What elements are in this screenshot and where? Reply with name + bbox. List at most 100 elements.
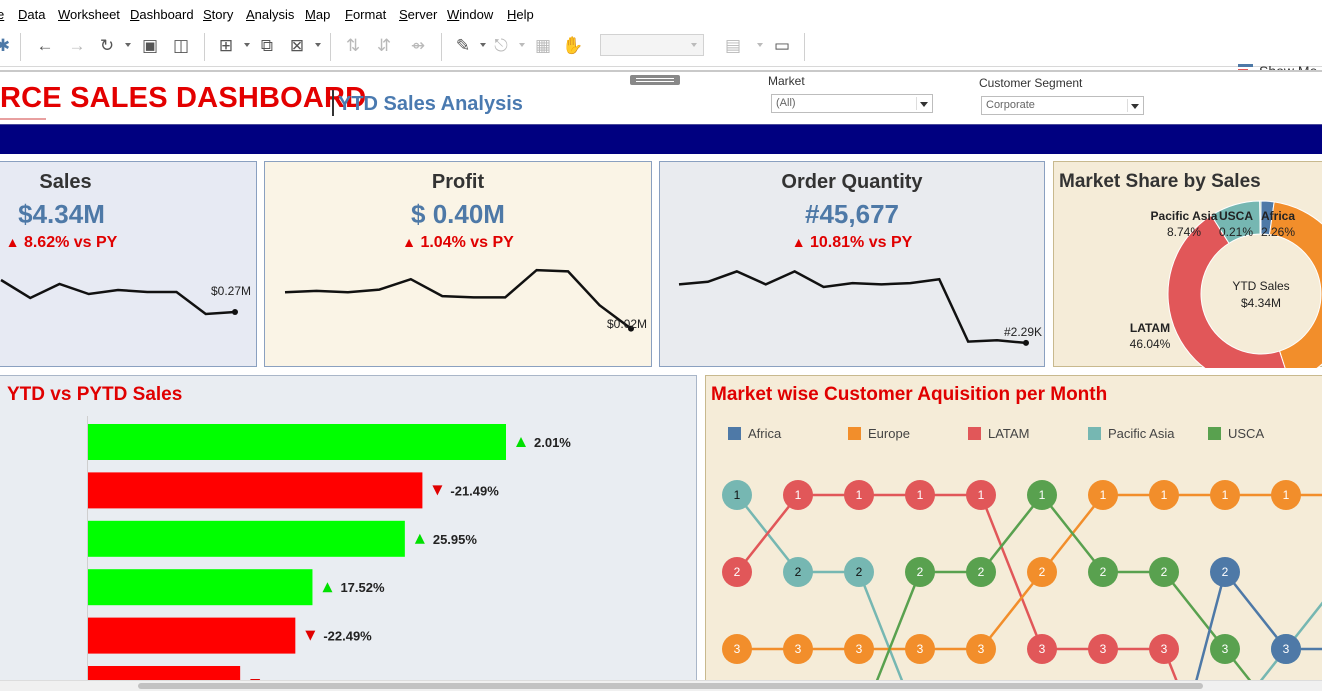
undo-icon[interactable]: ←: [36, 36, 54, 55]
ytd-bar: [88, 472, 423, 509]
segment-filter-value: Corporate: [986, 99, 1035, 111]
drag-grip-handle[interactable]: [630, 75, 680, 85]
bump-point: 3: [1271, 634, 1301, 664]
bump-point: 2: [966, 557, 996, 587]
clear-caret-icon[interactable]: [315, 43, 321, 47]
legend-swatch: [728, 427, 741, 440]
legend-label: Pacific Asia: [1108, 426, 1175, 441]
svg-text:3: 3: [1283, 642, 1290, 656]
legend-item-africa[interactable]: Africa: [728, 426, 781, 441]
up-triangle-icon: [322, 582, 333, 593]
sparkline-line: [0, 278, 236, 316]
segment-filter-dropdown[interactable]: Corporate: [981, 96, 1144, 115]
svg-text:2.26%: 2.26%: [1261, 225, 1295, 239]
presentation-icon[interactable]: ▭: [773, 36, 791, 55]
bump-point: 2: [1027, 557, 1057, 587]
menu-worksheet[interactable]: Worksheet: [58, 7, 120, 22]
bump-point: 1: [844, 480, 874, 510]
svg-text:1: 1: [1283, 488, 1290, 502]
kpi-title: Sales: [39, 171, 92, 193]
highlight-icon[interactable]: ✎: [455, 36, 471, 55]
down-triangle-icon: [432, 485, 443, 496]
market-share-title: Market Share by Sales: [1059, 171, 1261, 192]
chevron-down-icon: [916, 97, 930, 110]
scrollbar-thumb[interactable]: [138, 683, 1203, 689]
menu-help[interactable]: Help: [507, 7, 534, 22]
kpi-value: #45,677: [805, 199, 899, 229]
menu-server[interactable]: Server: [399, 7, 438, 22]
menu-analysis[interactable]: Analysis: [246, 7, 295, 22]
svg-text:3: 3: [856, 642, 863, 656]
donut-label-pacific-asia: Pacific Asia 8.74%: [1151, 209, 1218, 239]
bump-point: 2: [722, 557, 752, 587]
legend-item-pacific-asia[interactable]: Pacific Asia: [1088, 426, 1174, 441]
ytd-bar: [88, 520, 405, 557]
ytd-bar-chart: 2.01%-21.49%25.95%17.52%-22.49%-25.17%: [88, 424, 571, 691]
legend-swatch: [848, 427, 861, 440]
svg-text:USCA: USCA: [1219, 209, 1253, 223]
replay-icon[interactable]: ↻: [99, 36, 115, 55]
svg-text:2: 2: [1161, 565, 1168, 579]
kpi-value: $ 0.40M: [411, 199, 505, 229]
svg-text:46.04%: 46.04%: [1130, 337, 1171, 351]
clear-sheet-icon[interactable]: ⊠: [289, 36, 305, 55]
bump-line-pacific-asia: [736, 494, 1322, 691]
bump-point: 3: [844, 634, 874, 664]
sort-ascending-icon: ⇵: [376, 36, 392, 55]
bump-point: 3: [1027, 634, 1057, 664]
segment-filter-label: Customer Segment: [979, 76, 1083, 90]
svg-text:3: 3: [978, 642, 985, 656]
horizontal-scrollbar[interactable]: [0, 680, 1322, 691]
bump-point: 1: [1210, 480, 1240, 510]
menu-format[interactable]: Format: [345, 7, 387, 22]
ytd-bar-label: -21.49%: [450, 483, 499, 498]
text-label-icon: ▦: [534, 36, 552, 55]
new-data-source-icon[interactable]: ◫: [172, 36, 190, 55]
ytd-vs-pytd-panel: YTD vs PYTD Sales 2.01% -21.49% 25.95% 17.5…: [0, 375, 697, 691]
kpi-delta: ▲ 10.81% vs PY: [791, 234, 913, 251]
svg-text:1: 1: [734, 488, 741, 502]
menu-map[interactable]: Map: [305, 7, 331, 22]
bump-point: 3: [783, 634, 813, 664]
navigation-band: [0, 124, 1322, 154]
menu-window[interactable]: Window: [447, 7, 494, 22]
new-worksheet-icon[interactable]: ⊞: [218, 36, 234, 55]
pin-icon: ✋: [562, 36, 584, 55]
sparkline-last-point: [1023, 339, 1029, 346]
new-worksheet-caret-icon[interactable]: [244, 43, 250, 47]
data-source-icon[interactable]: ✱: [0, 36, 11, 55]
menu-story[interactable]: Story: [203, 7, 234, 22]
svg-text:Africa: Africa: [1261, 209, 1295, 223]
bump-point: 1: [1271, 480, 1301, 510]
sparkline-last-label: $0.02M: [607, 317, 648, 331]
market-share-donut: YTD Sales $4.34M Africa 2.26% LATAM 46.04% Pac…: [1130, 200, 1322, 368]
market-filter-dropdown[interactable]: (All): [771, 94, 933, 113]
legend-item-usca[interactable]: USCA: [1208, 426, 1264, 441]
save-icon[interactable]: ▣: [141, 36, 159, 55]
legend-swatch: [968, 427, 981, 440]
replay-caret-icon[interactable]: [125, 43, 131, 47]
svg-text:8.74%: 8.74%: [1167, 225, 1201, 239]
duplicate-icon[interactable]: ⧉: [260, 36, 274, 55]
kpi-title: Profit: [431, 171, 485, 193]
sparkline-last-label: $0.27M: [211, 284, 252, 298]
ytd-bar-label: 17.52%: [340, 580, 385, 595]
donut-label-latam: LATAM 46.04%: [1130, 321, 1171, 351]
menu-data[interactable]: Data: [18, 7, 46, 22]
dashboard-title: RCE SALES DASHBOARD: [0, 82, 367, 114]
legend-item-latam[interactable]: LATAM: [968, 426, 1029, 441]
menu-file[interactable]: e: [0, 7, 5, 22]
kpi-title: Order Quantity: [781, 171, 923, 193]
donut-center-line2: $4.34M: [1241, 296, 1281, 310]
ytd-bar-label: 2.01%: [534, 435, 571, 450]
market-filter-value: (All): [776, 97, 796, 109]
bump-point: 1: [966, 480, 996, 510]
donut-label-usca: USCA 0.21%: [1219, 209, 1253, 239]
highlight-caret-icon[interactable]: [480, 43, 486, 47]
menu-dashboard[interactable]: Dashboard: [130, 7, 194, 22]
chevron-down-icon: [1127, 99, 1141, 112]
legend-item-europe[interactable]: Europe: [848, 426, 910, 441]
down-triangle-icon: [305, 630, 316, 641]
svg-text:2: 2: [1039, 565, 1046, 579]
legend-label: Africa: [748, 426, 782, 441]
